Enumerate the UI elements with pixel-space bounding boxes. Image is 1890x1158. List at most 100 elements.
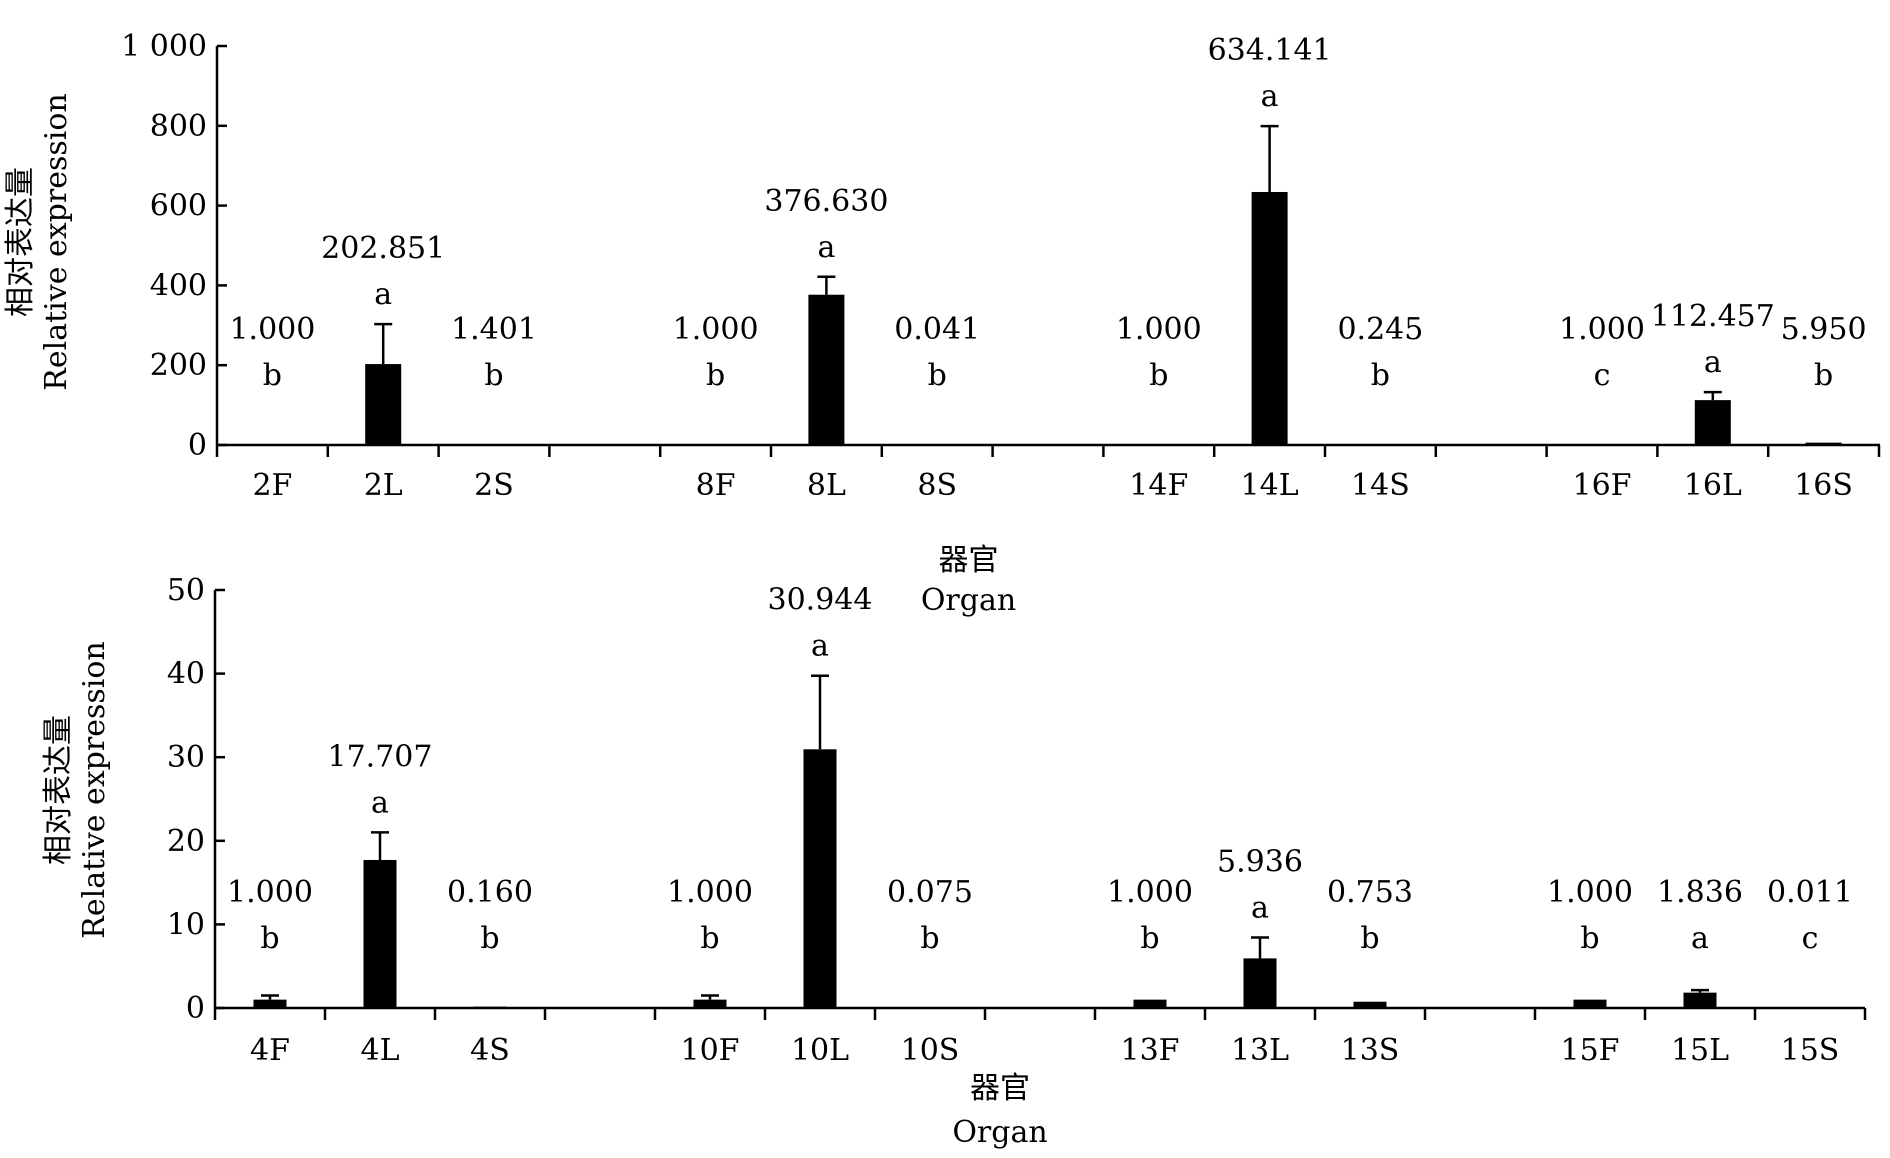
significance-letter-4S: b [480, 921, 499, 956]
significance-letter-10F: b [700, 921, 719, 956]
bar-13S [1353, 1001, 1387, 1008]
bottom-chart: 0 10 20 30 40 50 b 1.000 4F a 17.707 4L b 0.160 4S b 1.0… [41, 573, 1867, 1150]
value-label-13S: 0.753 [1327, 875, 1413, 910]
value-label-10S: 0.075 [887, 875, 973, 910]
value-label-8S: 0.041 [894, 312, 980, 347]
top-chart: 0 200 400 600 800 1 000 b 1.000 2F a 202.851 2L b 1.4… [3, 29, 1881, 618]
y-axis-label-en: Relative expression [77, 641, 112, 938]
value-label-14L: 634.141 [1208, 33, 1332, 68]
value-label-13F: 1.000 [1107, 875, 1193, 910]
x-tick-label-10L: 10L [791, 1033, 849, 1068]
value-label-2S: 1.401 [451, 312, 537, 347]
significance-letter-8L: a [817, 230, 835, 265]
bar-2L [365, 364, 402, 445]
significance-letter-2S: b [484, 358, 503, 393]
x-tick-label-8S: 8S [917, 468, 957, 503]
bar-10F [693, 999, 727, 1008]
value-label-14S: 0.245 [1337, 312, 1423, 347]
x-tick-label-14S: 14S [1351, 468, 1410, 503]
significance-letter-10S: b [920, 921, 939, 956]
bar-10S [913, 1007, 947, 1008]
value-label-4F: 1.000 [227, 875, 313, 910]
value-label-16F: 1.000 [1559, 312, 1645, 347]
bar-4S [473, 1006, 507, 1008]
y-tick-label: 20 [167, 824, 205, 859]
x-tick-label-8L: 8L [807, 468, 846, 503]
value-label-14F: 1.000 [1116, 312, 1202, 347]
x-tick-label-15F: 15F [1561, 1033, 1620, 1068]
value-label-16S: 5.950 [1781, 312, 1867, 347]
x-tick-label-15L: 15L [1671, 1033, 1729, 1068]
bar-16S [1805, 442, 1842, 445]
x-tick-label-13F: 13F [1121, 1033, 1180, 1068]
x-tick-label-2F: 2F [252, 468, 292, 503]
bar-10L [803, 749, 837, 1008]
value-label-2L: 202.851 [321, 231, 445, 266]
significance-letter-14S: b [1371, 358, 1390, 393]
x-axis-label-en: Organ [952, 1115, 1047, 1150]
significance-letter-8S: b [928, 358, 947, 393]
value-label-2F: 1.000 [229, 312, 315, 347]
y-tick-label: 600 [150, 189, 207, 224]
x-tick-label-13L: 13L [1231, 1033, 1289, 1068]
y-tick-label: 800 [150, 109, 207, 144]
bar-2S [476, 444, 512, 445]
significance-letter-16S: b [1814, 358, 1833, 393]
y-axis-label-cn: 相对表达量 [3, 167, 38, 317]
y-axis-label: 相对表达量 Relative expression [41, 641, 112, 938]
y-tick-label: 30 [167, 740, 205, 775]
significance-letter-2L: a [374, 277, 392, 312]
y-axis-label: 相对表达量 Relative expression [3, 93, 74, 390]
value-label-4S: 0.160 [447, 875, 533, 910]
y-tick-label: 50 [167, 573, 205, 608]
x-tick-label-16S: 16S [1794, 468, 1853, 503]
significance-letter-13L: a [1251, 890, 1269, 925]
x-tick-label-2L: 2L [364, 468, 403, 503]
value-label-10F: 1.000 [667, 875, 753, 910]
y-axis-label-cn: 相对表达量 [41, 715, 76, 865]
bar-4F [253, 999, 287, 1008]
y-tick-label: 40 [167, 657, 205, 692]
significance-letter-14F: b [1149, 358, 1168, 393]
significance-letter-16L: a [1704, 345, 1722, 380]
value-label-10L: 30.944 [768, 583, 873, 618]
significance-letter-4F: b [260, 921, 279, 956]
y-tick-label: 0 [188, 428, 207, 463]
significance-letter-13S: b [1360, 921, 1379, 956]
x-tick-label-15S: 15S [1781, 1033, 1840, 1068]
significance-letter-16F: c [1594, 358, 1611, 393]
y-tick-label: 0 [186, 991, 205, 1026]
x-tick-label-10S: 10S [901, 1033, 960, 1068]
y-tick-label: 10 [167, 907, 205, 942]
x-tick-label-14F: 14F [1129, 468, 1188, 503]
value-label-13L: 5.936 [1217, 844, 1303, 879]
x-tick-label-13S: 13S [1341, 1033, 1400, 1068]
x-tick-label-2S: 2S [474, 468, 514, 503]
x-axis-label-cn: 器官 [970, 1071, 1030, 1106]
y-tick-label: 1 000 [121, 29, 207, 64]
bar-4L [363, 859, 397, 1008]
x-tick-label-10F: 10F [681, 1033, 740, 1068]
x-axis-label-en: Organ [921, 583, 1016, 618]
x-tick-label-4F: 4F [250, 1033, 290, 1068]
x-axis-label-cn: 器官 [939, 543, 999, 578]
x-tick-label-4S: 4S [470, 1033, 510, 1068]
x-tick-label-4L: 4L [360, 1033, 399, 1068]
significance-letter-10L: a [811, 629, 829, 664]
x-tick-label-8F: 8F [696, 468, 736, 503]
significance-letter-15L: a [1691, 921, 1709, 956]
bar-13L [1243, 958, 1277, 1008]
y-tick-label: 400 [150, 268, 207, 303]
value-label-16L: 112.457 [1651, 299, 1775, 334]
y-tick-label: 200 [150, 348, 207, 383]
significance-letter-13F: b [1140, 921, 1159, 956]
bar-16L [1694, 400, 1731, 445]
significance-letter-14L: a [1261, 79, 1279, 114]
significance-letter-15F: b [1580, 921, 1599, 956]
x-tick-label-16F: 16F [1573, 468, 1632, 503]
value-label-15L: 1.836 [1657, 875, 1743, 910]
value-label-8F: 1.000 [673, 312, 759, 347]
value-label-8L: 376.630 [764, 184, 888, 219]
value-label-15F: 1.000 [1547, 875, 1633, 910]
